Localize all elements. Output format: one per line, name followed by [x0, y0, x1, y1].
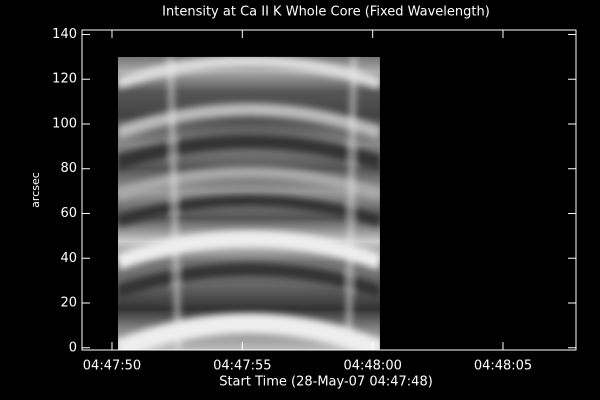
y-axis-label: arcsec [29, 172, 42, 208]
y-tick-label: 40 [60, 251, 77, 266]
intensity-image [117, 56, 380, 350]
y-tick-label: 20 [60, 296, 77, 311]
x-tick-label: 04:47:50 [83, 359, 141, 374]
x-tick-label: 04:48:00 [343, 359, 401, 374]
y-tick-label: 80 [60, 161, 77, 176]
y-tick-label: 120 [52, 72, 77, 87]
x-tick-label: 04:48:05 [474, 359, 532, 374]
x-tick-label: 04:47:55 [213, 359, 271, 374]
y-tick-label: 60 [60, 206, 77, 221]
y-tick-label: 100 [52, 116, 77, 131]
y-tick-label: 0 [69, 340, 77, 355]
plot-frame [81, 29, 577, 351]
y-tick-label: 140 [52, 27, 77, 42]
x-axis-label: Start Time (28-May-07 04:47:48) [219, 375, 433, 390]
chart-title: Intensity at Ca II K Whole Core (Fixed W… [162, 5, 490, 20]
